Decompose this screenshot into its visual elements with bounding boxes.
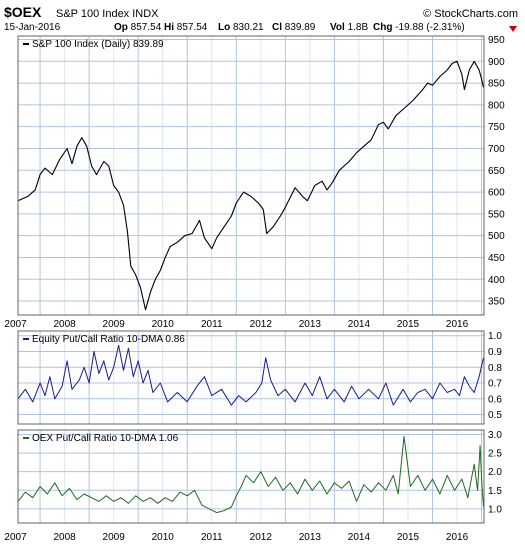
equity-legend-label: Equity Put/Call Ratio 10-DMA 0.86 [32, 334, 185, 345]
xtick-2008-2: 2008 [53, 532, 76, 543]
stat-lo: Lo 830.21 [218, 22, 264, 33]
xtick-2009-0: 2009 [103, 319, 126, 330]
oex-series-line [17, 435, 484, 514]
equity-ytick-0.7: 0.7 [488, 379, 502, 390]
ticker-symbol: $OEX [4, 4, 42, 20]
stat-vol: Vol 1.8B [330, 22, 368, 33]
stat-hi: Hi 857.54 [164, 22, 208, 33]
xtick-2010-0: 2010 [152, 319, 175, 330]
price-plot-area [17, 35, 485, 316]
oex-legend-label: OEX Put/Call Ratio 10-DMA 1.06 [32, 433, 179, 444]
price-series-line [17, 60, 485, 311]
xtick-2014-2: 2014 [348, 532, 371, 543]
price-ytick-450: 450 [488, 253, 505, 264]
change-down-marker [509, 26, 517, 32]
price-ytick-950: 950 [488, 35, 505, 46]
equity-ytick-0.9: 0.9 [488, 347, 502, 358]
xtick-2011-2: 2011 [201, 532, 223, 543]
equity-series-line [17, 344, 484, 406]
stat-cl: Cl 839.89 [272, 22, 316, 33]
stat-op: Op 857.54 [114, 22, 162, 33]
price-ytick-700: 700 [488, 144, 505, 155]
equity-plot-border [17, 330, 485, 425]
xtick-2013-0: 2013 [299, 319, 322, 330]
xtick-2012-0: 2012 [250, 319, 273, 330]
xtick-2012-2: 2012 [250, 532, 273, 543]
xtick-2008-0: 2008 [53, 319, 76, 330]
quote-stats: Op 857.54 Hi 857.54 Lo 830.21 Cl 839.89 Vol … [114, 22, 465, 33]
price-ytick-400: 400 [488, 275, 505, 286]
oex-plot-area [17, 429, 485, 524]
xtick-2014-0: 2014 [348, 319, 371, 330]
price-legend-label: S&P 100 Index (Daily) 839.89 [32, 39, 164, 50]
xtick-2016-2: 2016 [446, 532, 469, 543]
xtick-2007-2: 2007 [4, 532, 27, 543]
oex-ytick-1.5: 1.5 [488, 486, 502, 497]
xtick-2007-0: 2007 [4, 319, 27, 330]
price-ytick-800: 800 [488, 100, 505, 111]
equity-ytick-0.8: 0.8 [488, 363, 502, 374]
price-ytick-900: 900 [488, 57, 505, 68]
oex-plot-border [17, 429, 485, 524]
price-ytick-600: 600 [488, 188, 505, 199]
xtick-2013-2: 2013 [299, 532, 322, 543]
index-name: S&P 100 Index INDX [56, 8, 159, 20]
price-ytick-650: 650 [488, 166, 505, 177]
brand-mark: © StockCharts.com [423, 8, 518, 20]
oex-ytick-2.5: 2.5 [488, 449, 502, 460]
xtick-2010-2: 2010 [152, 532, 175, 543]
price-ytick-500: 500 [488, 231, 505, 242]
price-ytick-350: 350 [488, 297, 505, 308]
equity-ytick-1: 1.0 [488, 331, 502, 342]
stat-chg: Chg -19.88 (-2.31%) [373, 22, 465, 33]
price-plot-border [17, 35, 485, 316]
equity-ytick-0.6: 0.6 [488, 394, 502, 405]
xtick-2015-0: 2015 [397, 319, 420, 330]
xtick-2015-2: 2015 [397, 532, 420, 543]
price-ytick-850: 850 [488, 79, 505, 90]
oex-ytick-2: 2.0 [488, 467, 502, 478]
quote-date: 15-Jan-2016 [4, 22, 61, 33]
equity-ytick-0.5: 0.5 [488, 410, 502, 421]
oex-ytick-3: 3.0 [488, 430, 502, 441]
price-ytick-750: 750 [488, 122, 505, 133]
xtick-2009-2: 2009 [103, 532, 126, 543]
oex-ytick-1: 1.0 [488, 504, 502, 515]
oex-putcall-panel: 1.0 1.5 2.0 2.5 3.0 OEX Put/Call Ratio 10-DMA… [4, 429, 502, 543]
xtick-2016-0: 2016 [446, 319, 469, 330]
equity-putcall-panel: 0.5 0.6 0.7 0.8 0.9 1.0 Equity Put/Call Ratio … [17, 330, 502, 425]
price-ytick-550: 550 [488, 209, 505, 220]
xtick-2011-0: 2011 [201, 319, 223, 330]
price-panel: 350 400 450 500 550 600 650 700 750 800 850 900 950 S… [4, 35, 505, 330]
